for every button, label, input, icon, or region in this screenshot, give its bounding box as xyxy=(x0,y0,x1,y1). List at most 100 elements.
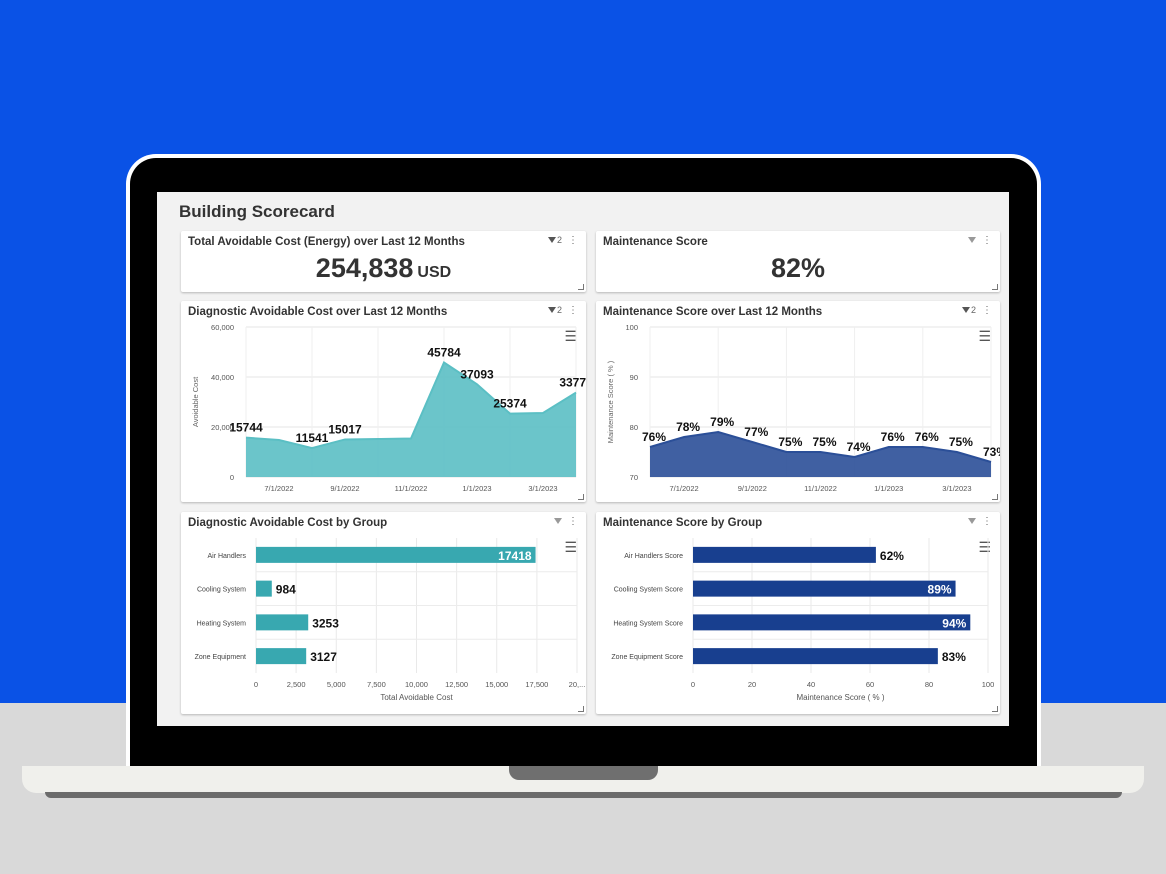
more-vertical-icon[interactable]: ⋮ xyxy=(982,516,992,527)
data-label: 78% xyxy=(676,420,700,434)
y-axis-title: Avoidable Cost xyxy=(191,376,200,427)
hamburger-icon[interactable]: ☰ xyxy=(564,328,577,344)
filter-count: 2 xyxy=(556,235,562,245)
data-label: 25374 xyxy=(493,397,527,411)
maint-score-area-chart: 70 80 90 100 76% 78% 79% 77% 75% 75% 74% 76% 76% 75% 7… xyxy=(606,323,1000,493)
more-vertical-icon[interactable]: ⋮ xyxy=(982,235,992,246)
x-tick-label: 3/1/2023 xyxy=(528,484,557,493)
y-axis-title: Maintenance Score ( % ) xyxy=(606,360,615,443)
data-label: 76% xyxy=(915,430,939,444)
y-tick-label: 90 xyxy=(630,373,638,382)
y-tick-label: 100 xyxy=(625,323,638,332)
resize-handle[interactable] xyxy=(992,706,998,712)
filter-icon[interactable] xyxy=(968,516,976,527)
x-tick-label: 0 xyxy=(691,680,695,689)
data-label: 94% xyxy=(942,616,966,630)
more-vertical-icon[interactable]: ⋮ xyxy=(568,235,578,246)
total-cost-card: Total Avoidable Cost (Energy) over Last … xyxy=(181,231,586,292)
bar xyxy=(256,648,307,665)
y-tick-label: 0 xyxy=(230,473,234,482)
area-fill xyxy=(246,362,576,477)
x-tick-label: 20,... xyxy=(569,680,586,689)
data-label: 79% xyxy=(710,415,734,429)
data-label: 76% xyxy=(881,430,905,444)
card-title: Maintenance Score xyxy=(603,236,708,248)
resize-handle[interactable] xyxy=(578,494,584,500)
x-tick-label: 11/1/2022 xyxy=(804,484,837,493)
filter-icon[interactable] xyxy=(968,235,976,246)
x-tick-label: 2,500 xyxy=(287,680,306,689)
diag-cost-bar-chart: 0 2,500 5,000 7,500 10,000 12,500 15,000 17,500… xyxy=(195,538,586,702)
data-label: 3253 xyxy=(312,616,339,630)
category-label: Heating System Score xyxy=(613,620,683,627)
more-vertical-icon[interactable]: ⋮ xyxy=(568,305,578,316)
card-title: Maintenance Score by Group xyxy=(603,517,763,529)
category-label: Air Handlers Score xyxy=(624,553,683,560)
x-tick-label: 100 xyxy=(982,680,995,689)
maint-group-card: Maintenance Score by Group ⋮ ☰ 0 20 40 60 80… xyxy=(596,512,1000,714)
data-label: 15017 xyxy=(328,422,362,436)
card-title: Total Avoidable Cost (Energy) over Last … xyxy=(188,236,465,248)
maint-time-card: Maintenance Score over Last 12 Months 2 … xyxy=(596,301,1000,502)
data-label: 62% xyxy=(880,549,904,563)
series-line xyxy=(649,430,992,463)
x-tick-label: 1/1/2023 xyxy=(462,484,491,493)
data-label: 75% xyxy=(778,435,802,449)
kpi-value: 254,838 USD xyxy=(181,253,586,284)
hamburger-icon[interactable]: ☰ xyxy=(978,328,991,344)
x-tick-label: 7,500 xyxy=(367,680,386,689)
filter-icon[interactable]: 2 xyxy=(547,305,562,316)
data-label: 83% xyxy=(942,650,966,664)
data-label: 3127 xyxy=(310,650,337,664)
bar xyxy=(693,614,971,631)
diag-cost-time-card: Diagnostic Avoidable Cost over Last 12 M… xyxy=(181,301,586,502)
diag-cost-group-card: Diagnostic Avoidable Cost by Group ⋮ ☰ 0… xyxy=(181,512,586,714)
filter-icon[interactable]: 2 xyxy=(961,305,976,316)
x-tick-label: 9/1/2022 xyxy=(330,484,359,493)
filter-count: 2 xyxy=(556,305,562,315)
data-label: 74% xyxy=(847,440,871,454)
card-title: Diagnostic Avoidable Cost by Group xyxy=(188,517,388,529)
card-tools: ⋮ xyxy=(968,235,992,246)
y-tick-label: 70 xyxy=(630,473,638,482)
category-label: Cooling System Score xyxy=(614,587,683,594)
resize-handle[interactable] xyxy=(578,706,584,712)
bar xyxy=(256,614,309,631)
dashboard-screen: Building Scorecard Total Avoidable Cost … xyxy=(157,192,1009,726)
resize-handle[interactable] xyxy=(992,284,998,290)
category-label: Cooling System xyxy=(197,587,246,594)
x-tick-label: 7/1/2022 xyxy=(264,484,293,493)
resize-handle[interactable] xyxy=(992,494,998,500)
hamburger-icon[interactable]: ☰ xyxy=(564,539,577,555)
y-tick-label: 20,000 xyxy=(211,423,234,432)
more-vertical-icon[interactable]: ⋮ xyxy=(982,305,992,316)
data-label: 45784 xyxy=(427,346,461,360)
card-title: Diagnostic Avoidable Cost over Last 12 M… xyxy=(188,306,448,318)
more-vertical-icon[interactable]: ⋮ xyxy=(568,516,578,527)
data-label: 75% xyxy=(812,435,836,449)
x-tick-label: 11/1/2022 xyxy=(395,484,428,493)
data-label: 37093 xyxy=(460,367,494,381)
y-tick-label: 60,000 xyxy=(211,323,234,332)
kpi-value: 82% xyxy=(596,253,1000,284)
kpi-number: 82% xyxy=(770,253,826,283)
x-axis-title: Maintenance Score ( % ) xyxy=(796,693,884,702)
x-tick-label: 5,000 xyxy=(327,680,346,689)
x-tick-label: 17,500 xyxy=(525,680,548,689)
kpi-number: 254,838 xyxy=(315,253,414,283)
filter-count: 2 xyxy=(970,305,976,315)
category-label: Zone Equipment xyxy=(195,654,246,661)
data-label: 17418 xyxy=(498,549,532,563)
filter-icon[interactable] xyxy=(554,516,562,527)
resize-handle[interactable] xyxy=(578,284,584,290)
category-label: Heating System xyxy=(197,620,247,627)
data-label: 11541 xyxy=(296,431,329,445)
kpi-unit: USD xyxy=(417,264,452,281)
area-fill xyxy=(650,432,991,477)
card-title: Maintenance Score over Last 12 Months xyxy=(603,306,823,318)
x-tick-label: 40 xyxy=(807,680,815,689)
filter-icon[interactable]: 2 xyxy=(547,235,562,246)
x-tick-label: 7/1/2022 xyxy=(669,484,698,493)
x-tick-label: 3/1/2023 xyxy=(942,484,971,493)
